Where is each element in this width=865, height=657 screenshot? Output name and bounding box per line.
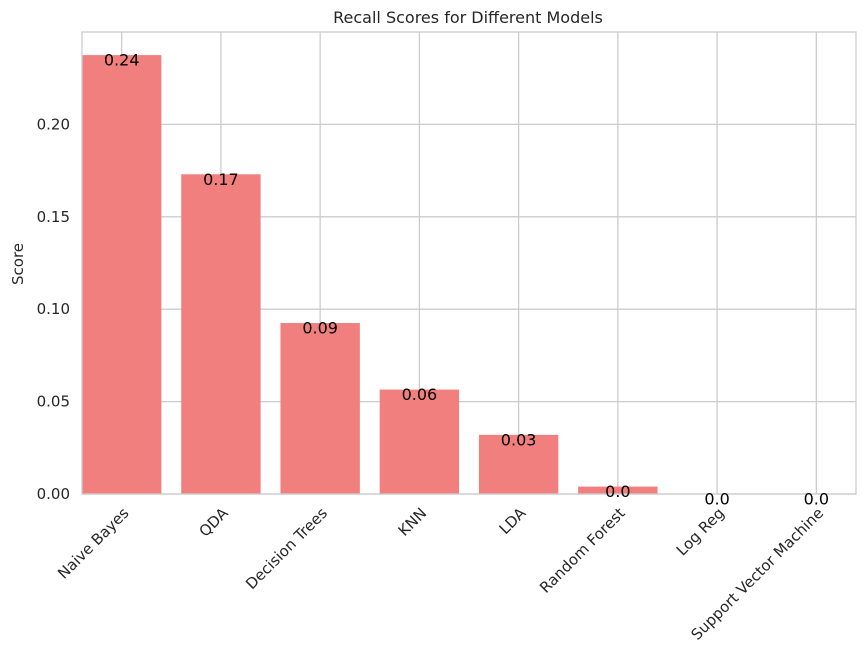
x-tick-label: KNN <box>395 504 431 540</box>
bar <box>478 434 559 494</box>
y-tick-label: 0.05 <box>37 393 70 411</box>
bar <box>379 389 460 494</box>
x-tick-label: QDA <box>195 504 232 541</box>
bar-value-label: 0.17 <box>203 170 239 189</box>
bar <box>280 323 360 494</box>
bar-value-label: 0.03 <box>501 430 537 449</box>
bar-value-label: 0.0 <box>704 490 729 509</box>
bars <box>82 55 658 494</box>
y-tick-labels: 0.00 0.05 0.10 0.15 0.20 <box>37 115 70 503</box>
x-tick-labels: Naive Bayes QDA Decision Trees KNN LDA Random… <box>54 504 827 644</box>
x-tick-label: Log Reg <box>673 504 728 559</box>
y-tick-label: 0.15 <box>37 208 70 226</box>
bar <box>181 174 261 494</box>
bar <box>578 486 658 494</box>
bar-value-label: 0.0 <box>605 482 630 501</box>
x-tick-label: Decision Trees <box>242 504 331 593</box>
bar-value-label: 0.0 <box>804 490 829 509</box>
y-axis-label: Score <box>9 243 27 285</box>
y-tick-label: 0.20 <box>37 115 70 133</box>
y-tick-label: 0.10 <box>37 300 70 318</box>
bar <box>82 55 162 494</box>
bar-value-label: 0.09 <box>302 319 338 338</box>
x-tick-label: Random Forest <box>536 504 629 597</box>
y-tick-label: 0.00 <box>37 485 70 503</box>
bar-value-label: 0.24 <box>104 51 140 70</box>
x-tick-label: Naive Bayes <box>54 504 133 583</box>
x-tick-label: LDA <box>496 504 530 538</box>
bar-value-label: 0.06 <box>402 385 438 404</box>
value-labels: 0.24 0.17 0.09 0.06 0.03 0.0 0.0 0.0 <box>104 51 829 509</box>
axes-frame <box>81 31 857 495</box>
chart-title: Recall Scores for Different Models <box>333 8 603 27</box>
